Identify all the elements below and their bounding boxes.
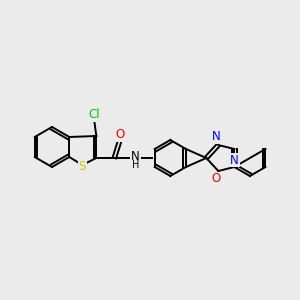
- Text: O: O: [116, 128, 125, 142]
- Text: N: N: [230, 154, 239, 166]
- Text: N: N: [212, 130, 221, 143]
- Text: N: N: [131, 149, 140, 163]
- Text: O: O: [212, 172, 221, 185]
- Text: H: H: [132, 160, 139, 170]
- Text: S: S: [79, 160, 86, 172]
- Text: Cl: Cl: [88, 109, 100, 122]
